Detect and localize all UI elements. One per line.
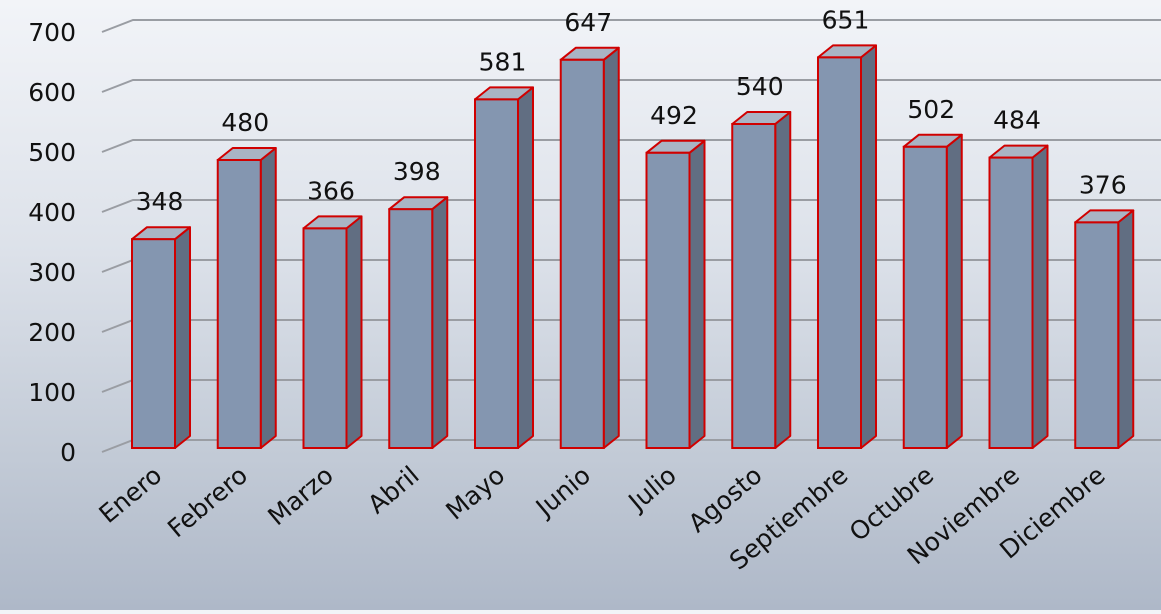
data-label: 647 — [564, 8, 612, 37]
bar — [817, 44, 877, 450]
bar — [645, 139, 706, 450]
x-tick-label: Mayo — [440, 460, 510, 525]
data-label: 484 — [993, 106, 1041, 135]
data-label: 480 — [221, 108, 269, 137]
bar — [131, 226, 191, 449]
x-tick-label: Febrero — [162, 460, 253, 543]
data-label: 581 — [479, 47, 527, 76]
bar — [988, 144, 1049, 449]
bar — [302, 215, 363, 449]
data-label: 366 — [307, 176, 355, 205]
y-tick-label: 700 — [28, 18, 76, 47]
y-tick-label: 0 — [60, 438, 76, 467]
data-label: 398 — [393, 157, 441, 186]
data-labels: 348 480 366 398 581 647 492 540 651 502 484 376 — [136, 5, 1127, 216]
data-label: 492 — [650, 101, 698, 130]
y-tick-label: 200 — [28, 318, 76, 347]
x-tick-label: Julio — [622, 460, 682, 517]
y-tick-label: 500 — [28, 138, 76, 167]
data-label: 502 — [907, 95, 955, 124]
gridline — [101, 19, 1161, 33]
data-label: 651 — [822, 5, 870, 34]
bar — [388, 196, 449, 449]
data-label: 540 — [736, 72, 784, 101]
bar — [559, 46, 620, 450]
x-tick-label: Marzo — [262, 460, 339, 531]
bar — [731, 111, 792, 449]
bar — [216, 147, 277, 449]
y-axis-ticks: 0 100 200 300 400 500 600 700 — [28, 18, 76, 467]
y-tick-label: 600 — [28, 78, 76, 107]
y-tick-label: 400 — [28, 198, 76, 227]
bar — [1074, 209, 1135, 449]
gridline — [101, 79, 1161, 93]
x-tick-label: Junio — [529, 460, 596, 523]
data-label: 348 — [136, 187, 184, 216]
data-label: 376 — [1079, 170, 1127, 199]
bar — [474, 86, 534, 450]
x-tick-label: Enero — [94, 460, 168, 529]
x-tick-label: Abril — [362, 460, 424, 519]
y-tick-label: 100 — [28, 378, 76, 407]
bars — [131, 44, 1135, 450]
bar — [902, 133, 963, 450]
y-tick-label: 300 — [28, 258, 76, 287]
